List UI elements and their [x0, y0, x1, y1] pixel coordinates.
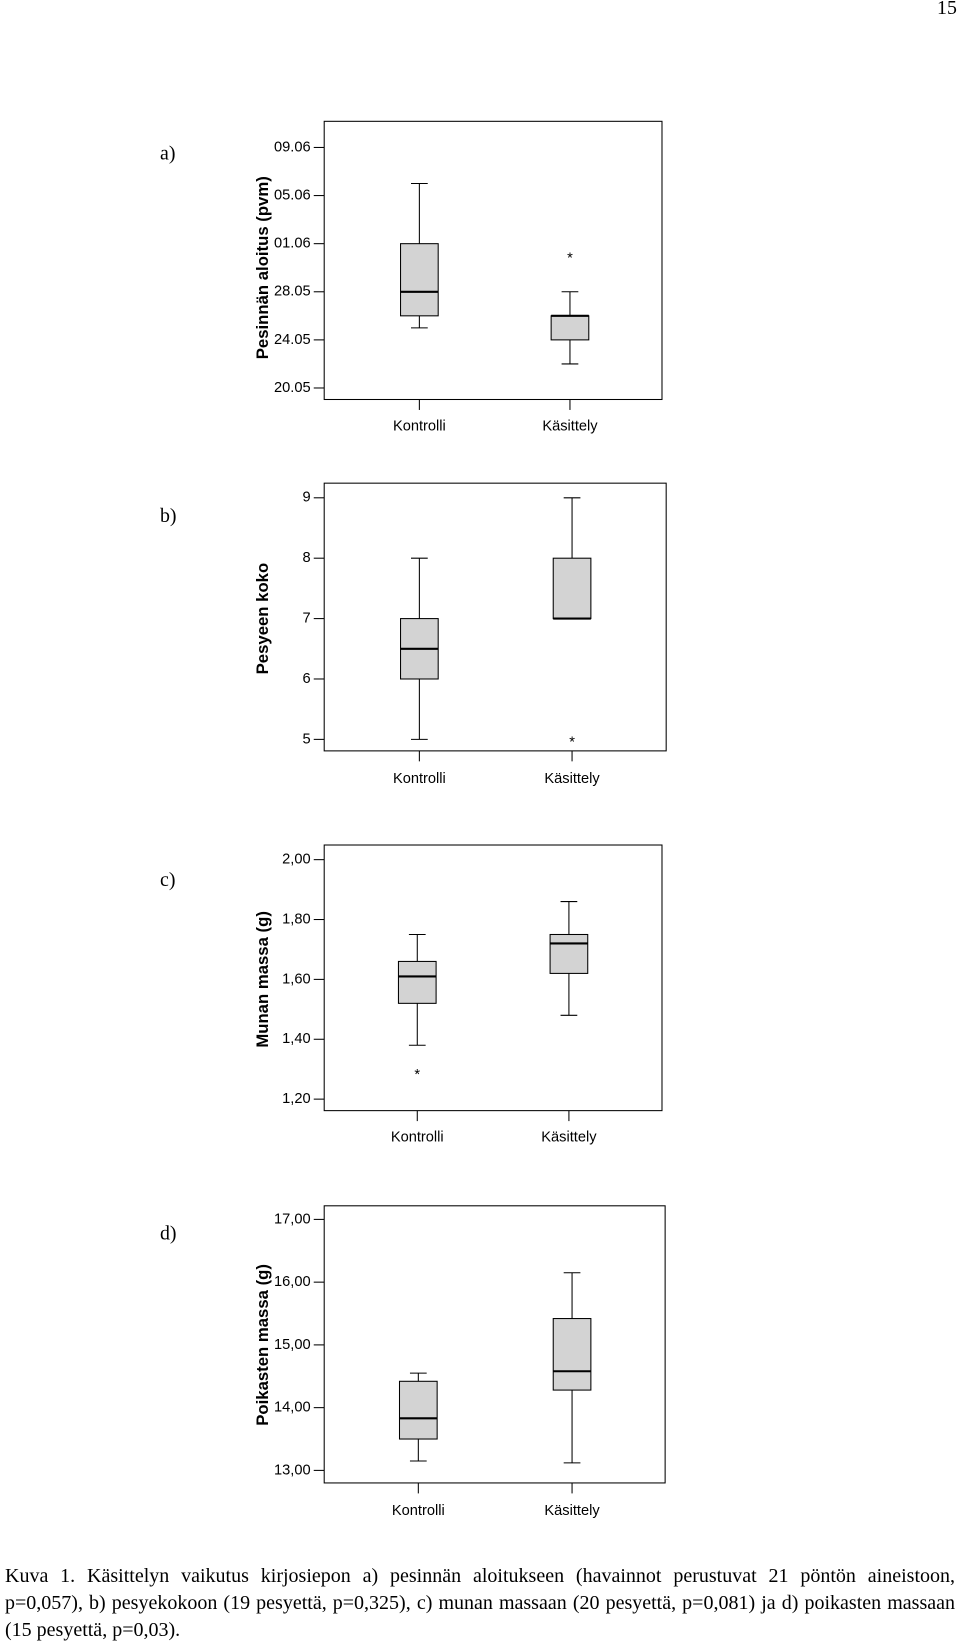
outlier: *: [569, 734, 575, 750]
box: [397, 960, 437, 1004]
y-tick-label: 05.06: [274, 187, 311, 203]
outlier: *: [414, 1067, 420, 1083]
panel-label: b): [160, 505, 177, 527]
panel-label: a): [160, 142, 175, 164]
y-tick-label: 6: [302, 671, 310, 687]
y-tick-label: 1,40: [282, 1031, 310, 1047]
x-tick-label: Käsittely: [541, 1130, 597, 1146]
y-tick-label: 09.06: [274, 139, 311, 155]
y-tick-label: 8: [302, 550, 310, 566]
page-number: 15: [937, 0, 957, 19]
box: [550, 315, 590, 341]
y-tick-label: 28.05: [274, 284, 311, 300]
box: [549, 933, 589, 974]
y-tick-label: 2,00: [282, 852, 310, 868]
plot-frame: [323, 120, 663, 401]
y-axis-label: Munan massa (g): [253, 911, 272, 1048]
box: [552, 557, 592, 620]
y-tick-label: 14,00: [274, 1400, 311, 1416]
x-tick-label: Kontrolli: [392, 1503, 445, 1519]
panel-label: c): [160, 869, 175, 891]
y-axis-label: Poikasten massa (g): [253, 1264, 272, 1426]
panel-label: d): [160, 1223, 177, 1245]
x-tick-label: Käsittely: [542, 419, 598, 435]
plot-frame: [323, 844, 663, 1112]
box: [398, 1380, 438, 1440]
box: [400, 243, 439, 317]
x-tick-label: Käsittely: [544, 1503, 600, 1519]
x-tick-label: Kontrolli: [393, 419, 446, 435]
y-tick-label: 9: [302, 490, 310, 506]
y-tick-label: 5: [302, 731, 310, 747]
outlier: *: [567, 251, 573, 267]
y-tick-label: 01.06: [274, 236, 311, 252]
y-tick-label: 20.05: [274, 380, 311, 396]
y-tick-label: 1,80: [282, 911, 310, 927]
y-tick-label: 16,00: [274, 1274, 311, 1290]
box: [552, 1318, 592, 1391]
plot-frame: [323, 1205, 666, 1484]
y-tick-label: 1,60: [282, 971, 310, 987]
y-tick-label: 17,00: [274, 1211, 311, 1227]
y-axis-label: Pesyeen koko: [253, 563, 272, 675]
x-tick-label: Kontrolli: [391, 1130, 444, 1146]
y-tick-label: 1,20: [282, 1091, 310, 1107]
y-tick-label: 13,00: [274, 1462, 311, 1478]
y-tick-label: 15,00: [274, 1337, 311, 1353]
y-axis-label: Pesinnän aloitus (pvm): [253, 176, 272, 359]
x-tick-label: Kontrolli: [393, 771, 446, 787]
y-tick-label: 7: [302, 610, 310, 626]
plot-frame: [323, 482, 667, 752]
y-tick-label: 24.05: [274, 332, 311, 348]
caption: Kuva 1. Käsittelyn vaikutus kirjosiepon …: [5, 1565, 955, 1641]
figure-group: 15 a) Pesinnän aloitus (pvm) 20.05 24.05 28.…: [160, 0, 957, 1519]
x-tick-label: Käsittely: [544, 771, 600, 787]
